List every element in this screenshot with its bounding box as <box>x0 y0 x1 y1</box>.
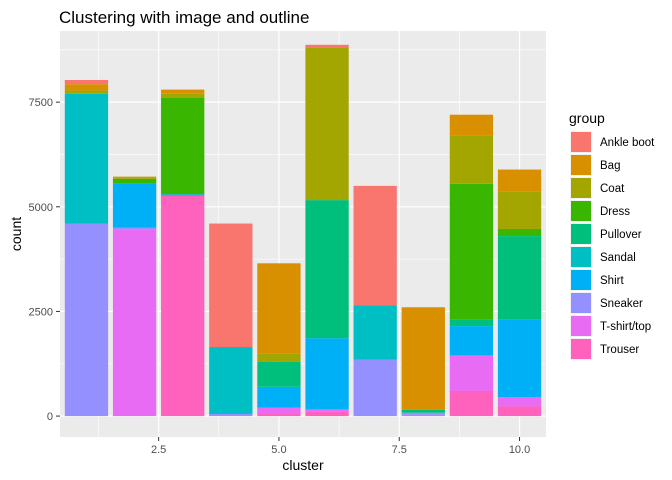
bar-segment <box>257 263 301 354</box>
bar-segment <box>161 194 205 196</box>
bar-segment <box>305 47 349 201</box>
bar-segment <box>64 84 109 91</box>
y-tick-label: 2500 <box>29 306 53 318</box>
bar-segment <box>497 228 542 237</box>
bar-segment <box>449 135 494 184</box>
legend-swatch <box>571 316 591 336</box>
legend-label: Trouser <box>600 344 639 356</box>
bar-segment <box>64 223 109 417</box>
bar-segment <box>112 227 157 230</box>
bar-segment <box>161 89 205 94</box>
bar-segment <box>64 79 109 85</box>
bar-segment <box>497 397 542 407</box>
bar-segment <box>401 414 445 417</box>
bar-segment <box>449 183 494 320</box>
bar-segment <box>353 305 397 360</box>
bar-segment <box>449 355 494 391</box>
legend-title: group <box>569 110 605 126</box>
bar-segment <box>449 319 494 327</box>
bar-segment <box>401 409 445 413</box>
bar-segment <box>305 409 349 412</box>
bar-segment <box>449 326 494 356</box>
bar-segment <box>112 183 157 228</box>
legend-label: Pullover <box>600 229 642 241</box>
bar-segment <box>401 412 445 415</box>
legend-swatch <box>571 339 591 359</box>
bar-segment <box>497 191 542 229</box>
bar-segment <box>449 114 494 136</box>
legend-swatch <box>571 224 591 244</box>
bars <box>64 44 542 417</box>
legend: group Ankle boot Bag Coat Dress Pullover Sand… <box>569 110 655 360</box>
bar-segment <box>161 97 205 195</box>
legend-swatch <box>571 270 591 290</box>
bar-segment <box>353 185 397 306</box>
y-axis-title: count <box>8 217 24 251</box>
bar-segment <box>497 406 542 417</box>
bar-segment <box>497 319 542 398</box>
legend-label: Ankle boot <box>600 137 655 149</box>
bar-segment <box>112 177 157 179</box>
bar-segment <box>257 353 301 362</box>
legend-swatch <box>571 247 591 267</box>
legend-label: Sandal <box>600 252 636 264</box>
legend-swatch <box>571 293 591 313</box>
legend-label: Shirt <box>600 275 624 287</box>
bar-segment <box>449 390 494 417</box>
y-axis: 0 2500 5000 7500 <box>29 97 60 423</box>
bar-segment <box>64 93 109 224</box>
bar-segment <box>305 44 349 48</box>
bar-segment <box>257 407 301 414</box>
legend-swatch <box>571 132 591 152</box>
bar-segment <box>497 169 542 192</box>
legend-swatch <box>571 155 591 175</box>
x-tick-label: 10.0 <box>509 444 530 456</box>
bar-segment <box>353 359 397 417</box>
bar-segment <box>161 93 205 98</box>
bar-segment <box>305 338 349 410</box>
bar-segment <box>257 361 301 387</box>
bar-segment <box>112 176 157 178</box>
bar-segment <box>401 307 445 410</box>
x-tick-label: 2.5 <box>151 444 166 456</box>
legend-label: Bag <box>600 160 620 172</box>
legend-swatch <box>571 178 591 198</box>
legend-swatch <box>571 201 591 221</box>
bar-segment <box>305 200 349 339</box>
y-tick-label: 5000 <box>29 202 53 214</box>
bar-segment <box>209 223 253 348</box>
y-tick-label: 0 <box>47 411 53 423</box>
x-axis-title: cluster <box>282 457 324 473</box>
x-axis: 2.5 5.0 7.5 10.0 <box>151 437 530 456</box>
bar-segment <box>209 347 253 414</box>
legend-label: Dress <box>600 206 630 218</box>
bar-segment <box>161 195 205 417</box>
bar-segment <box>209 413 253 417</box>
bar-segment <box>112 229 157 417</box>
legend-label: Coat <box>600 183 625 195</box>
bar-segment <box>112 178 157 184</box>
bar-segment <box>257 413 301 417</box>
bar-segment <box>64 90 109 94</box>
x-tick-label: 5.0 <box>271 444 286 456</box>
bar-segment <box>257 386 301 408</box>
x-tick-label: 7.5 <box>392 444 407 456</box>
chart-title: Clustering with image and outline <box>59 8 309 27</box>
y-tick-label: 7500 <box>29 97 53 109</box>
bar-segment <box>305 411 349 417</box>
legend-label: Sneaker <box>600 298 643 310</box>
bar-segment <box>497 236 542 320</box>
legend-label: T-shirt/top <box>600 321 651 333</box>
